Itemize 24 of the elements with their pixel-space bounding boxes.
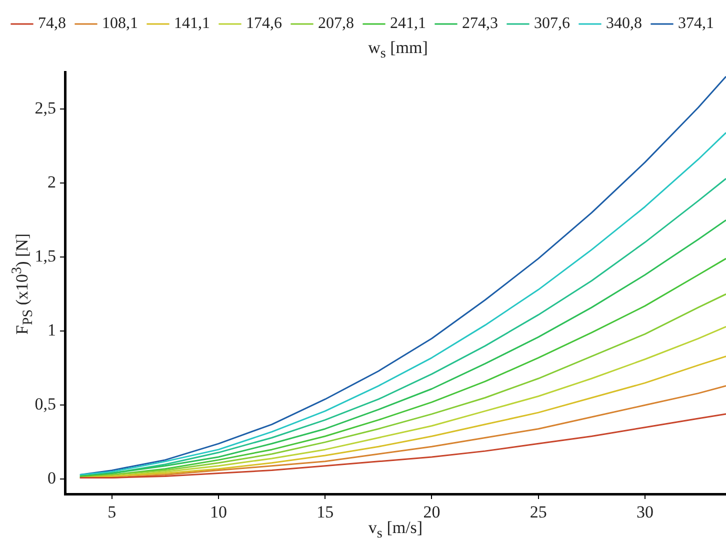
legend-label: 108,1 [102,15,138,32]
x-tick-label: 15 [316,502,334,522]
y-tick-label: 1,5 [34,246,56,266]
y-tick-label: 1 [48,320,56,340]
legend-title: w$_{s}$ [mm] [367,38,429,62]
x-tick-label: 30 [636,502,654,522]
y-tick-label: 2 [48,172,56,192]
x-tick-label: 25 [530,502,547,522]
y-tick-label: 0 [48,468,56,488]
legend-label: 141,1 [174,15,210,32]
x-tick-label: 10 [210,502,228,522]
legend-label: 307,6 [534,15,570,32]
legend-label: 174,6 [246,15,282,32]
y-tick-label: 0,5 [34,394,56,414]
legend-label: 74,8 [38,15,66,32]
x-axis-title: v$_{s}$ [m/s] [368,518,423,542]
legend-label: 207,8 [318,15,354,32]
legend-label: 374,1 [678,15,714,32]
y-tick-label: 2,5 [34,98,56,118]
x-tick-label: 5 [108,502,116,522]
legend-label: 340,8 [606,15,642,32]
x-tick-label: 20 [423,502,440,522]
legend-label: 241,1 [390,15,426,32]
legend-label: 274,3 [462,15,498,32]
